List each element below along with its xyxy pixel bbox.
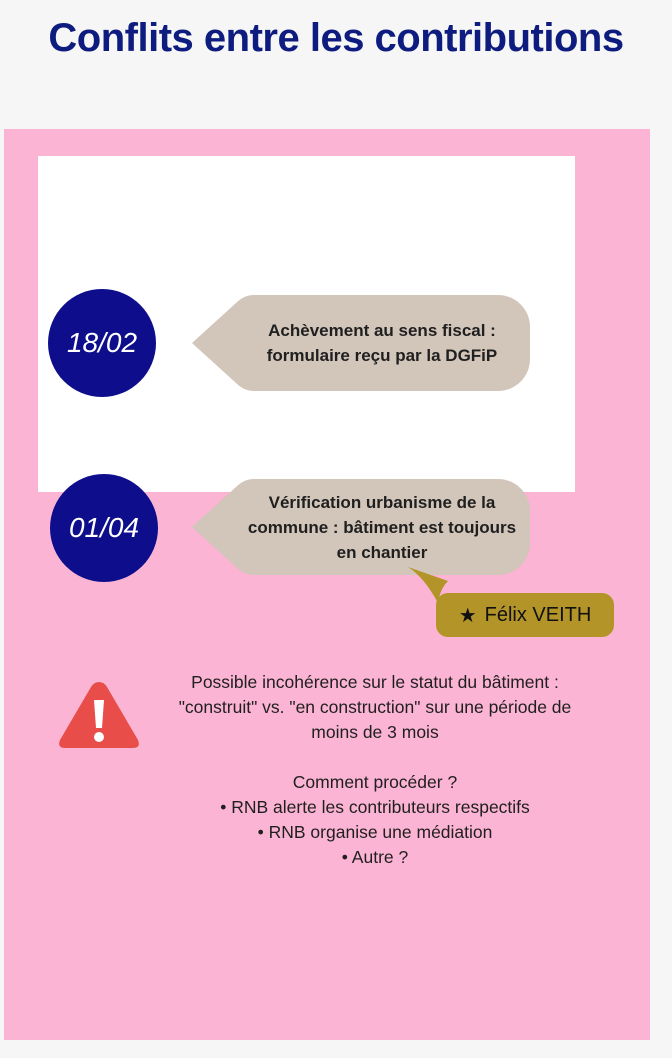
timeline-date-2: 01/04 — [50, 474, 158, 582]
conflict-description: Possible incohérence sur le statut du bâ… — [178, 672, 572, 742]
procedure-question: Comment procéder ? — [292, 772, 458, 792]
comment-author-name: Félix VEITH — [484, 603, 592, 626]
timeline-event-1-text: Achèvement au sens fiscal : formulaire r… — [266, 321, 498, 365]
comment-author-tag[interactable]: ★ Félix VEITH — [436, 593, 614, 637]
procedure-option: RNB organise une médiation — [160, 820, 590, 845]
timeline-event-1: Achèvement au sens fiscal : formulaire r… — [192, 295, 530, 391]
event-bubble-shape — [192, 479, 530, 575]
procedure-option: Autre ? — [160, 845, 590, 870]
timeline-event-2-text: Vérification urbanisme de la commune : b… — [247, 492, 517, 562]
warning-icon — [59, 682, 139, 748]
timeline-event-2: Vérification urbanisme de la commune : b… — [192, 479, 530, 575]
page-title: Conflits entre les contributions — [48, 16, 624, 60]
event-bubble-shape — [192, 295, 530, 391]
timeline-date-1: 18/02 — [48, 289, 156, 397]
star-icon: ★ — [458, 604, 477, 627]
procedure-options: RNB alerte les contributeurs respectifs … — [160, 795, 590, 870]
comment-pointer-icon — [408, 567, 448, 603]
procedure-option: RNB alerte les contributeurs respectifs — [160, 795, 590, 820]
conflict-note: Possible incohérence sur le statut du bâ… — [160, 670, 590, 870]
